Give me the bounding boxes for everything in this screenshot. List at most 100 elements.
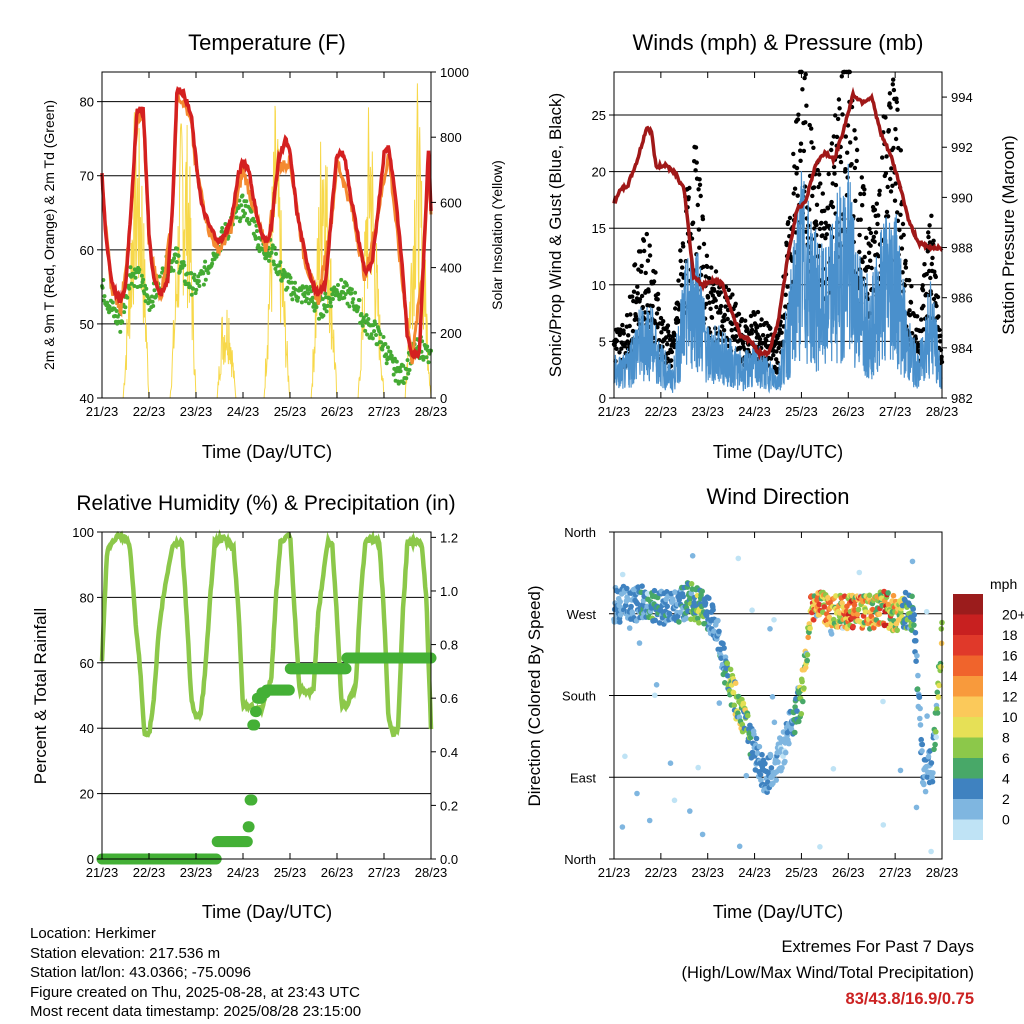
y-tick-label: 400 <box>440 261 462 276</box>
gust-point <box>696 227 702 232</box>
gust-point <box>927 223 932 228</box>
y-tick-label: 100 <box>72 525 94 540</box>
direction-point <box>897 767 904 774</box>
direction-point <box>628 603 634 610</box>
gust-point <box>726 287 731 293</box>
dewpoint-point <box>398 365 402 370</box>
x-tick-label: 22/23 <box>645 404 678 419</box>
direction-point <box>730 689 737 696</box>
direction-point <box>689 553 696 559</box>
gust-point <box>723 304 728 309</box>
direction-point <box>727 666 734 673</box>
direction-point <box>622 753 628 760</box>
gust-point <box>919 317 924 322</box>
direction-point <box>716 628 722 635</box>
direction-point <box>914 686 921 692</box>
gust-point <box>718 303 724 309</box>
gust-point <box>820 191 825 196</box>
gust-point <box>642 310 648 315</box>
gust-point <box>885 214 891 219</box>
gust-point <box>798 148 803 153</box>
pressure-y-axis-label: Station Pressure (Maroon) <box>999 135 1018 334</box>
direction-point <box>800 698 806 705</box>
gust-point <box>857 232 862 238</box>
dewpoint-point <box>189 292 194 297</box>
dewpoint-point <box>243 211 247 216</box>
direction-point <box>656 620 663 626</box>
gust-point <box>872 239 877 244</box>
gust-point <box>830 204 836 210</box>
dewpoint-point <box>133 275 138 280</box>
gust-point <box>706 276 712 281</box>
dewpoint-point <box>345 301 350 306</box>
extremes-box: Extremes For Past 7 Days (High/Low/Max W… <box>681 934 974 1012</box>
dewpoint-point <box>379 340 383 345</box>
dewpoint-point <box>102 294 107 299</box>
gust-point <box>665 323 671 328</box>
dewpoint-point <box>401 381 406 385</box>
gust-point <box>886 128 891 133</box>
dewpoint-point <box>306 291 311 296</box>
gust-point <box>659 330 664 335</box>
gust-point <box>681 244 686 249</box>
dewpoint-point <box>378 332 383 337</box>
direction-point <box>928 848 934 855</box>
y-tick-label: 0 <box>440 391 447 406</box>
gust-point <box>884 154 889 159</box>
gust-point <box>774 349 779 354</box>
dewpoint-point <box>202 265 207 270</box>
direction-point <box>855 606 862 613</box>
dewpoint-point <box>328 300 333 305</box>
y-tick-label: 80 <box>80 95 94 110</box>
direction-point <box>699 831 706 838</box>
direction-point <box>919 741 926 748</box>
gust-point <box>903 265 909 270</box>
gust-point <box>928 275 933 281</box>
direction-x-ticks: 21/23 22/23 23/23 24/23 25/23 26/23 27/23 28/23 <box>598 532 958 880</box>
gust-point <box>647 243 652 248</box>
x-tick-label: 26/23 <box>321 404 354 419</box>
temperature-9m-path <box>100 88 433 365</box>
direction-point <box>917 705 923 712</box>
gust-point <box>833 182 839 188</box>
x-tick-label: 25/23 <box>274 404 307 419</box>
rainfall-point <box>283 684 295 696</box>
gust-point <box>932 269 937 274</box>
gust-point <box>853 198 858 203</box>
gust-point <box>926 230 931 235</box>
dewpoint-point <box>341 285 346 290</box>
legend-swatch <box>953 614 983 635</box>
direction-point <box>915 672 921 679</box>
dewpoint-point <box>349 291 354 296</box>
gust-point <box>655 297 660 302</box>
gust-point <box>693 145 699 150</box>
gust-point <box>669 358 674 363</box>
dewpoint-point <box>336 283 340 287</box>
legend-swatch <box>953 778 983 799</box>
direction-point <box>801 685 807 691</box>
direction-point <box>817 844 823 850</box>
dewpoint-point <box>238 216 243 221</box>
legend-label: 20+ <box>1002 607 1024 623</box>
gust-point <box>639 263 644 269</box>
dewpoint-point <box>342 295 347 300</box>
gust-point <box>888 105 893 110</box>
gust-point <box>798 158 803 163</box>
gust-point <box>737 345 743 350</box>
gust-point <box>817 172 822 177</box>
direction-point <box>626 625 633 631</box>
gust-point <box>666 329 671 334</box>
wind-speed-path <box>613 163 943 394</box>
gust-point <box>809 126 814 131</box>
temperature-x-axis-label: Time (Day/UTC) <box>202 442 332 462</box>
direction-point <box>773 777 779 783</box>
direction-point <box>644 590 651 597</box>
direction-point <box>622 602 629 609</box>
gust-point <box>811 145 816 150</box>
direction-point <box>771 719 778 726</box>
rainfall-point <box>241 836 253 848</box>
dewpoint-point <box>394 359 399 364</box>
gust-point <box>651 279 657 284</box>
gust-point <box>868 243 873 248</box>
direction-point <box>704 609 710 615</box>
